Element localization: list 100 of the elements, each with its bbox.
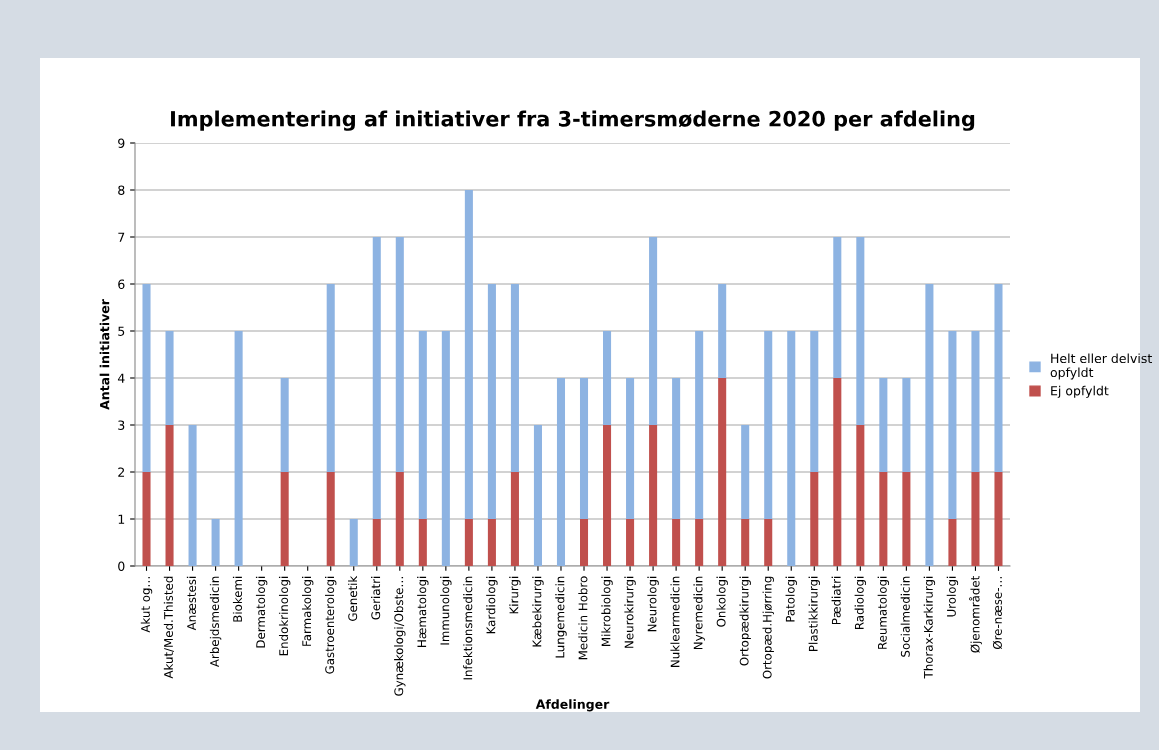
x-tick-label: Genetik [348,575,358,621]
bar [142,284,151,472]
bar [971,472,980,566]
bar [994,472,1003,566]
x-tick-label: Mikrobiologi [601,576,613,646]
bar [418,519,427,566]
x-tick-label: Geriatri [371,576,381,620]
y-tick-label: 9 [118,138,125,148]
x-tick-label: Thorax-Karkirurgi [923,576,936,679]
legend-label: Ej opfyldt [1051,385,1109,398]
x-tick-label: Ortopædkirurgi [739,576,751,666]
bar [902,472,911,566]
x-tick-label: Pædiatri [831,576,841,625]
x-tick-label: Akut og… [140,577,153,633]
bar [142,472,151,566]
bar [833,378,842,566]
bar [856,425,865,566]
bar [856,237,865,425]
y-tick-label: 6 [118,279,125,289]
bar [764,519,773,566]
bar [971,331,980,472]
bar [810,331,819,472]
bar [510,472,519,566]
bar [556,378,566,566]
y-tick-label: 0 [118,561,125,571]
bar [718,284,727,378]
x-tick-label: Medicin Hobro [578,576,588,660]
bar [741,519,750,566]
x-tick-label: Ortopæd.Hjørring [762,576,774,679]
bar [326,472,335,566]
y-tick-label: 8 [118,185,125,195]
bar [741,425,750,519]
x-tick-label: Radiologi [854,576,867,630]
bar [672,378,681,519]
bar [879,472,888,566]
bar [626,519,635,566]
x-tick-label: Endokrinologi [278,576,291,656]
bar [764,331,773,519]
x-tick-label: Dermatologi [255,576,268,648]
bar [994,284,1003,472]
bar [603,331,612,425]
bar [487,519,496,566]
bar [810,472,819,566]
bar [234,331,243,566]
bar [395,237,404,472]
x-tick-label: Nuklearmedicin [670,576,680,667]
x-tick-label: Kirurgi [509,576,521,614]
bar [372,237,381,519]
bar [579,378,589,519]
x-tick-label: Nyremedicin [693,576,705,650]
bar [441,331,450,566]
x-tick-label: Kardiologi [486,576,498,634]
x-tick-label: Farmakologi [301,576,314,646]
bar [626,378,635,519]
bar [833,237,842,378]
bar [649,237,658,425]
bar [395,472,404,566]
x-tick-label: Gastroenterologi [325,576,337,674]
bar [326,284,335,472]
bar [603,425,612,566]
bar [879,378,888,472]
x-tick-label: Kæbekirurgi [532,576,544,647]
x-tick-label: Anæstesi [186,576,196,631]
x-tick-label: Socialmedicin [900,576,910,657]
x-tick-label: Øjenområdet [969,576,982,653]
bar [925,284,934,566]
bar [533,425,542,566]
x-tick-label: Akut/Med.Thisted [163,576,174,679]
x-tick-label: Reumatologi [877,576,890,649]
chart-title: Implementering af initiativer fra 3-timersmøderne 2020 per afdeling [171,110,975,131]
x-tick-label: Lungemedicin [555,576,567,658]
bar [695,331,704,519]
bar [649,425,658,566]
x-tick-label: Onkologi [716,576,728,627]
bar [464,190,473,519]
bar [418,331,427,519]
bar [280,378,289,472]
bar [672,519,681,566]
x-tick-label: Immunologi [440,576,452,645]
bar [487,284,496,519]
y-tick-label: 3 [118,420,125,430]
bar [695,519,704,566]
bar [902,378,911,472]
x-tick-label: Plastikkirurgi [808,576,820,651]
bar [510,284,519,472]
bar [165,331,174,425]
x-tick-label: Arbejdsmedicin [209,576,222,668]
y-tick-label: 4 [117,373,125,383]
x-tick-label: Neurologi [647,576,659,632]
x-tick-label: Neurokirurgi [624,576,636,648]
bar [165,425,174,566]
x-axis-title: Afdelinger [535,699,610,712]
y-tick-label: 5 [118,326,125,336]
bar [211,519,220,566]
bar [579,519,589,566]
x-tick-label: Gynækologi/Obste… [394,577,406,696]
x-tick-label: Urologi [946,576,959,617]
x-tick-label: Hæmatologi [417,576,429,647]
x-tick-label: Patologi [785,576,797,622]
bar [349,519,358,566]
